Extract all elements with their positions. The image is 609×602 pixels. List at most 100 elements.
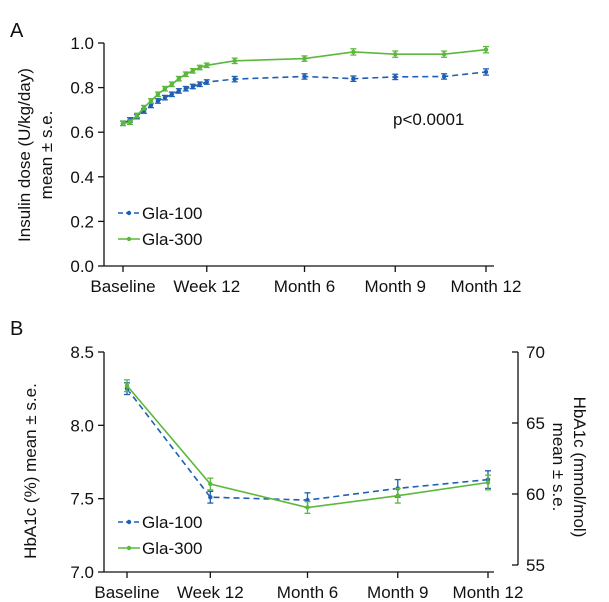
panel-b-y-ticks-right: 55 60 65 70	[512, 343, 545, 575]
series-gla-300	[120, 45, 489, 127]
data-point	[190, 68, 196, 74]
data-point	[208, 495, 213, 500]
x-tick-label: Baseline	[90, 277, 155, 296]
data-point	[351, 76, 356, 81]
legend-label: Gla-300	[142, 539, 202, 558]
panel-a-ylabel-line2: mean ± s.e.	[37, 111, 56, 200]
data-point	[441, 74, 447, 79]
y-right-tick-label: 70	[526, 343, 545, 362]
y-tick-label: 1.0	[70, 34, 94, 53]
series-line	[126, 385, 489, 509]
y-tick-label: 8.0	[70, 416, 94, 435]
data-point	[176, 88, 182, 94]
x-tick-label: Month 12	[451, 277, 522, 296]
data-point	[120, 121, 126, 126]
panel-a-y-ticks: 0.0 0.2 0.4 0.6 0.8 1.0	[70, 34, 104, 276]
data-point	[351, 49, 356, 55]
panel-a: A Insulin dose (U/kg/day) mean ± s.e. 0.…	[10, 20, 521, 296]
x-tick-label: Month 9	[367, 583, 428, 602]
data-point	[395, 493, 400, 498]
x-tick-label: Month 9	[365, 277, 426, 296]
data-point	[141, 105, 147, 110]
data-point	[176, 76, 182, 81]
data-point	[124, 383, 130, 388]
panel-a-letter: A	[10, 20, 24, 42]
x-tick-label: Month 6	[274, 277, 335, 296]
legend-label: Gla-300	[142, 230, 202, 249]
y-tick-label: 8.5	[70, 343, 94, 362]
y-tick-label: 7.0	[70, 563, 94, 582]
y-tick-label: 0.6	[70, 123, 94, 142]
y-tick-label: 7.5	[70, 490, 94, 509]
data-point	[393, 51, 398, 57]
panel-b-y-ticks: 7.0 7.5 8.0 8.5	[70, 343, 104, 582]
legend-item-gla-300: Gla-300	[118, 539, 202, 558]
data-point	[169, 82, 175, 87]
panel-b-ylabel: HbA1c (%) mean ± s.e.	[21, 383, 40, 559]
y-tick-label: 0.8	[70, 79, 94, 98]
panel-a-legend: Gla-100 Gla-300	[118, 204, 202, 249]
x-tick-label: Baseline	[94, 583, 159, 602]
y-tick-label: 0.2	[70, 212, 94, 231]
y-tick-label: 0.4	[70, 168, 94, 187]
legend-item-gla-100: Gla-100	[118, 513, 202, 532]
x-tick-label: Week 12	[177, 583, 244, 602]
panel-a-series	[120, 45, 489, 127]
data-point	[208, 481, 213, 487]
data-point	[148, 98, 154, 104]
data-point	[483, 47, 489, 52]
data-point	[485, 480, 491, 485]
y-right-tick-label: 60	[526, 485, 545, 504]
panel-b-ylabel-right-line1: HbA1c (mmol/mol)	[570, 397, 589, 538]
panel-a-x-ticks: Baseline Week 12 Month 6 Month 9 Month 12	[90, 266, 521, 296]
data-point	[162, 95, 168, 100]
data-point	[441, 51, 447, 57]
data-point	[302, 74, 307, 79]
panel-a-ylabel-line1: Insulin dose (U/kg/day)	[15, 68, 34, 242]
panel-b: B HbA1c (%) mean ± s.e. HbA1c (mmol/mol)…	[10, 318, 589, 602]
data-point	[232, 76, 237, 82]
legend-item-gla-300: Gla-300	[118, 230, 202, 249]
panel-b-x-ticks: Baseline Week 12 Month 6 Month 9 Month 12	[94, 572, 523, 602]
x-tick-label: Month 12	[453, 583, 524, 602]
legend-marker	[126, 210, 132, 216]
p-value-annotation: p<0.0001	[393, 110, 464, 129]
data-point	[148, 103, 154, 108]
legend-item-gla-100: Gla-100	[118, 204, 202, 223]
y-right-tick-label: 55	[526, 556, 545, 575]
data-point	[183, 86, 189, 91]
data-point	[204, 63, 209, 68]
data-point	[190, 84, 196, 89]
data-point	[155, 92, 161, 97]
data-point	[197, 65, 202, 70]
series-gla-300	[124, 379, 491, 514]
x-tick-label: Month 6	[277, 583, 338, 602]
data-point	[162, 86, 168, 91]
panel-b-ylabel-right-line2: mean ± s.e.	[549, 423, 568, 512]
y-right-tick-label: 65	[526, 414, 545, 433]
data-point	[134, 113, 140, 118]
legend-label: Gla-100	[142, 513, 202, 532]
legend-marker	[126, 236, 132, 242]
data-point	[305, 505, 310, 510]
data-point	[169, 92, 175, 97]
data-point	[127, 119, 133, 125]
series-gla-100	[124, 382, 491, 509]
data-point	[302, 56, 307, 61]
data-point	[393, 74, 398, 80]
data-point	[232, 58, 237, 64]
panel-b-letter: B	[10, 318, 23, 340]
x-tick-label: Week 12	[173, 277, 240, 296]
legend-label: Gla-100	[142, 204, 202, 223]
data-point	[197, 82, 202, 87]
panel-b-legend: Gla-100 Gla-300	[118, 513, 202, 558]
legend-marker	[126, 519, 132, 525]
panel-b-series	[124, 379, 491, 514]
data-point	[204, 79, 209, 85]
data-point	[483, 69, 489, 75]
y-tick-label: 0.0	[70, 257, 94, 276]
data-point	[155, 98, 161, 104]
data-point	[183, 72, 189, 77]
series-line	[126, 388, 489, 501]
